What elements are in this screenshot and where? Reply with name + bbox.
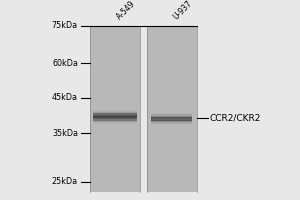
Bar: [93, 116, 136, 117]
Bar: [93, 121, 136, 122]
Text: 25kDa: 25kDa: [52, 178, 78, 186]
Bar: [93, 113, 136, 114]
Bar: [93, 123, 136, 124]
Text: U-937: U-937: [172, 0, 194, 21]
Bar: [152, 121, 192, 122]
Bar: [93, 118, 136, 119]
Bar: [152, 123, 192, 124]
Text: A-549: A-549: [115, 0, 137, 21]
Bar: [152, 118, 192, 119]
Bar: [152, 116, 192, 117]
Bar: [93, 110, 136, 111]
Bar: [152, 114, 192, 115]
Bar: [152, 115, 192, 116]
Text: 75kDa: 75kDa: [52, 21, 78, 30]
Bar: [93, 119, 136, 120]
Bar: [93, 112, 136, 113]
Bar: [152, 117, 192, 118]
Bar: [93, 114, 136, 115]
Bar: [93, 122, 136, 123]
Text: 60kDa: 60kDa: [52, 58, 78, 68]
Text: 35kDa: 35kDa: [52, 129, 78, 138]
Bar: [147, 26, 196, 192]
Bar: [152, 120, 192, 121]
Bar: [152, 122, 192, 123]
Text: 45kDa: 45kDa: [52, 94, 78, 102]
Bar: [93, 117, 136, 118]
Text: CCR2/CKR2: CCR2/CKR2: [210, 114, 261, 122]
Bar: [152, 113, 192, 114]
Bar: [93, 113, 136, 114]
Bar: [93, 111, 136, 112]
Bar: [152, 124, 192, 125]
Bar: [93, 120, 136, 121]
Bar: [90, 26, 140, 192]
Bar: [93, 115, 136, 116]
Bar: [152, 119, 192, 120]
